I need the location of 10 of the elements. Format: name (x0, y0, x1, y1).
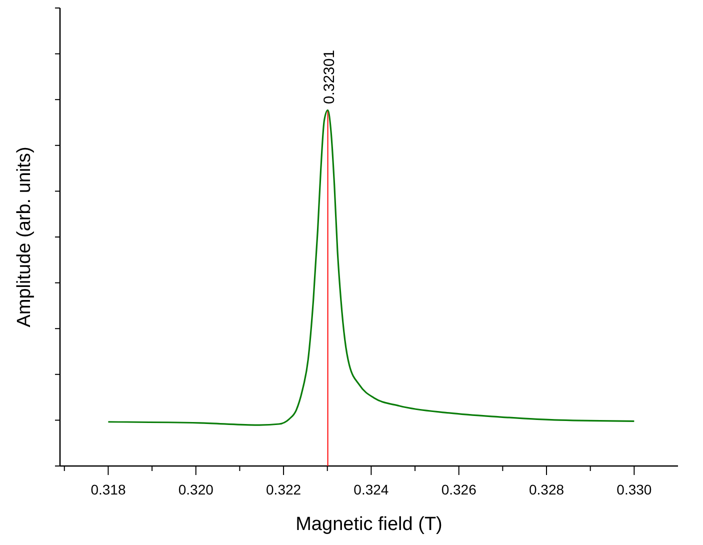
x-tick-label: 0.318 (90, 482, 126, 498)
ref-line-label: 0.32301 (320, 50, 338, 104)
x-tick-label: 0.320 (178, 482, 214, 498)
x-tick-label: 0.326 (441, 482, 477, 498)
x-tick-label: 0.328 (528, 482, 564, 498)
y-axis-title: Amplitude (arb. units) (14, 146, 35, 328)
x-tick-label: 0.330 (616, 482, 652, 498)
x-tick-label: 0.322 (266, 482, 302, 498)
x-tick-label: 0.324 (354, 482, 389, 498)
x-axis-title: Magnetic field (T) (296, 514, 442, 535)
